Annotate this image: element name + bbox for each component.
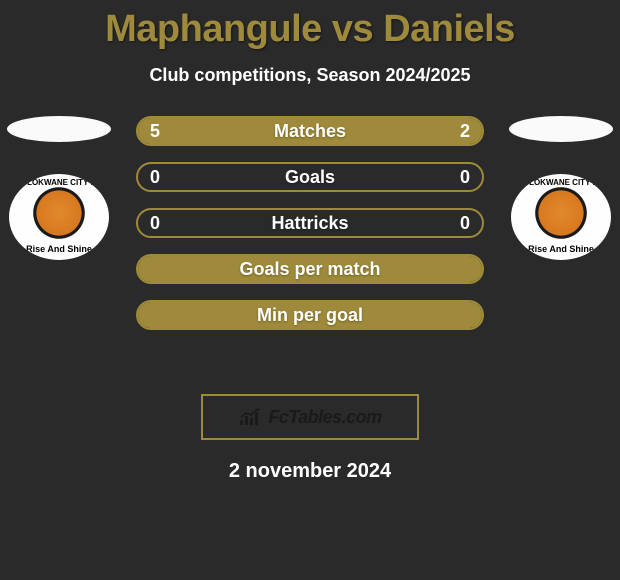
- stat-matches-left-val: 5: [150, 121, 160, 142]
- stat-row-goals: 0 0 Goals: [136, 162, 484, 192]
- subtitle: Club competitions, Season 2024/2025: [0, 65, 620, 86]
- club-logo-left-bottom-text: Rise And Shine: [9, 244, 109, 254]
- player-name-left: Maphangule: [105, 8, 322, 50]
- stat-hattricks-label: Hattricks: [138, 210, 482, 236]
- stat-matches-right-fill: 2: [382, 118, 482, 144]
- stat-goals-label: Goals: [138, 164, 482, 190]
- stat-row-mpg: Min per goal: [136, 300, 484, 330]
- stat-row-hattricks: 0 0 Hattricks: [136, 208, 484, 238]
- club-logo-left: POLOKWANE CITY F.C Rise And Shine: [9, 174, 109, 260]
- brand-text: FcTables.com: [268, 407, 381, 428]
- stat-hattricks-right-val: 0: [460, 210, 470, 236]
- page-title: Maphangule vs Daniels: [0, 0, 620, 51]
- player-photo-right: [509, 116, 613, 142]
- player-name-right: Daniels: [383, 8, 515, 50]
- stats-block: 5 2 Matches 0 0 Goals 0 0 Hattricks: [136, 116, 484, 330]
- chart-icon: [238, 407, 264, 427]
- stat-row-gpm: Goals per match: [136, 254, 484, 284]
- stat-mpg-fill: [138, 302, 482, 328]
- right-player-column: POLOKWANE CITY F.C Rise And Shine: [506, 116, 616, 260]
- brand-box[interactable]: FcTables.com: [201, 394, 419, 440]
- comparison-card: Maphangule vs Daniels Club competitions,…: [0, 0, 620, 483]
- stat-goals-left-val: 0: [150, 164, 160, 190]
- stat-gpm-fill: [138, 256, 482, 282]
- main-area: POLOKWANE CITY F.C Rise And Shine POLOKW…: [0, 116, 620, 376]
- left-player-column: POLOKWANE CITY F.C Rise And Shine: [4, 116, 114, 260]
- vs-separator: vs: [332, 8, 373, 50]
- stat-hattricks-left-val: 0: [150, 210, 160, 236]
- club-logo-right: POLOKWANE CITY F.C Rise And Shine: [511, 174, 611, 260]
- date-line: 2 november 2024: [0, 460, 620, 483]
- stat-goals-right-val: 0: [460, 164, 470, 190]
- stat-matches-left-fill: 5: [138, 118, 382, 144]
- club-logo-left-top-text: POLOKWANE CITY F.C: [9, 178, 109, 187]
- stat-row-matches: 5 2 Matches: [136, 116, 484, 146]
- player-photo-left: [7, 116, 111, 142]
- club-logo-right-bottom-text: Rise And Shine: [511, 244, 611, 254]
- stat-matches-right-val: 2: [460, 121, 470, 142]
- club-logo-right-top-text: POLOKWANE CITY F.C: [511, 178, 611, 187]
